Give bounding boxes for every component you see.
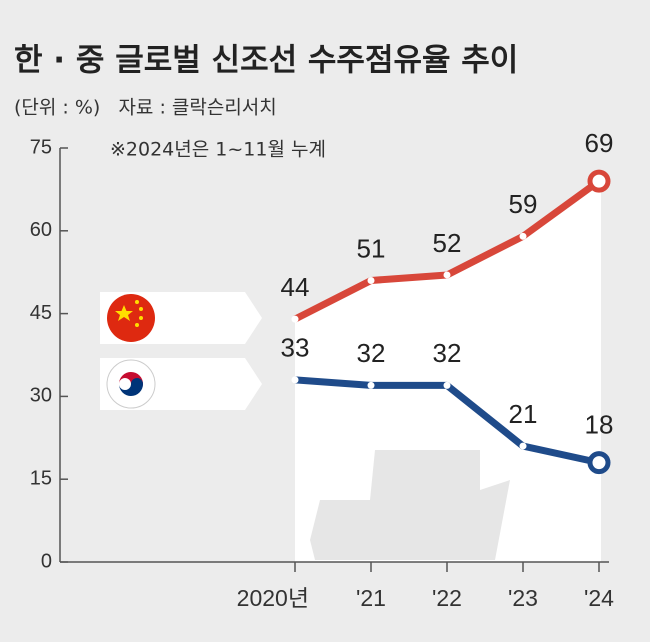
legend xyxy=(100,292,262,410)
point xyxy=(519,232,527,240)
x-tick-label: '23 xyxy=(508,585,538,611)
value-label: 44 xyxy=(281,272,310,302)
y-tick-label: 15 xyxy=(30,467,52,489)
value-label: 59 xyxy=(509,189,538,219)
point xyxy=(443,271,451,279)
china-flag xyxy=(107,294,155,342)
point xyxy=(587,451,611,475)
point xyxy=(291,315,299,323)
value-label: 52 xyxy=(433,228,462,258)
y-tick-label: 75 xyxy=(30,136,52,158)
value-label: 18 xyxy=(585,410,614,440)
flag-star xyxy=(139,316,143,320)
flag-star xyxy=(135,300,139,304)
x-tick-label: '21 xyxy=(356,585,386,611)
x-tick-label: '24 xyxy=(584,585,614,611)
x-tick-label: '22 xyxy=(432,585,462,611)
value-label: 33 xyxy=(281,333,310,363)
value-label: 32 xyxy=(433,338,462,368)
annotation: ※2024년은 1~11월 누계 xyxy=(110,139,326,161)
point xyxy=(367,381,375,389)
y-tick-label: 60 xyxy=(30,219,52,241)
value-label: 21 xyxy=(509,399,538,429)
ship xyxy=(310,450,510,560)
y-tick-label: 0 xyxy=(41,550,52,572)
point xyxy=(519,442,527,450)
plot-area xyxy=(295,181,601,562)
y-tick-label: 30 xyxy=(30,385,52,407)
flag-star xyxy=(135,323,139,327)
value-label: 51 xyxy=(357,233,386,263)
chart-title: 한 · 중 글로벌 신조선 수주점유율 추이 xyxy=(14,43,518,79)
value-label: 32 xyxy=(357,338,386,368)
point xyxy=(367,276,375,284)
taeguk xyxy=(119,378,143,396)
flag-star xyxy=(115,305,133,321)
point xyxy=(291,376,299,384)
point xyxy=(443,381,451,389)
point xyxy=(587,169,611,193)
x-tick-label: 2020년 xyxy=(237,585,309,611)
value-label: 69 xyxy=(585,128,614,158)
flag-star xyxy=(139,307,143,311)
y-tick-label: 45 xyxy=(30,302,52,324)
subtitle: (단위 : %) 자료 : 클락슨리서치 xyxy=(14,97,277,119)
